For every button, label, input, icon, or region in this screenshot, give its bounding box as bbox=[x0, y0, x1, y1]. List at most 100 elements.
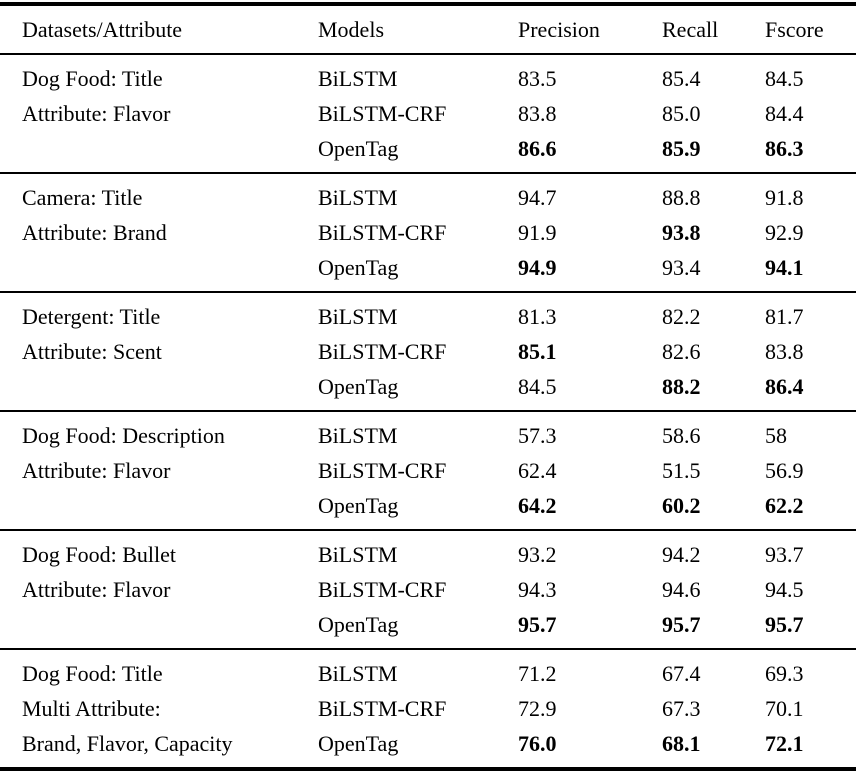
table-row: BiLSTM-CRF 91.9 93.8 92.9 bbox=[0, 215, 856, 250]
dataset-cell: Dog Food: Description Attribute: Flavor bbox=[0, 411, 318, 530]
model-cell: BiLSTM bbox=[318, 185, 398, 210]
table-row: OpenTag 76.0 68.1 72.1 bbox=[0, 726, 856, 769]
metric-cell: 58 bbox=[765, 423, 787, 448]
metric-cell: 81.3 bbox=[518, 304, 557, 329]
metric-cell: 85.4 bbox=[662, 66, 701, 91]
dataset-line: Attribute: Scent bbox=[22, 339, 162, 364]
metric-cell: 91.8 bbox=[765, 185, 804, 210]
dataset-cell: Dog Food: Title Multi Attribute: Brand, … bbox=[0, 649, 318, 769]
dataset-line bbox=[22, 607, 318, 642]
dataset-line bbox=[22, 488, 318, 523]
header-row: Datasets/Attribute Models Precision Reca… bbox=[0, 4, 856, 55]
metric-cell: 62.4 bbox=[518, 458, 557, 483]
model-cell: BiLSTM-CRF bbox=[318, 101, 447, 126]
metric-cell: 64.2 bbox=[518, 493, 557, 518]
model-cell: BiLSTM-CRF bbox=[318, 220, 447, 245]
metric-cell: 57.3 bbox=[518, 423, 557, 448]
metric-cell: 93.8 bbox=[662, 220, 701, 245]
model-cell: BiLSTM bbox=[318, 423, 398, 448]
model-cell: BiLSTM-CRF bbox=[318, 577, 447, 602]
metric-cell: 82.2 bbox=[662, 304, 701, 329]
table-row: OpenTag 84.5 88.2 86.4 bbox=[0, 369, 856, 411]
table-row: Detergent: Title Attribute: Scent BiLSTM… bbox=[0, 292, 856, 364]
table-row: BiLSTM-CRF 62.4 51.5 56.9 bbox=[0, 453, 856, 488]
section-dogfood-title-flavor: Dog Food: Title Attribute: Flavor BiLSTM… bbox=[0, 54, 856, 173]
metric-cell: 70.1 bbox=[765, 696, 804, 721]
metric-cell: 93.4 bbox=[662, 255, 701, 280]
table-row: Dog Food: Bullet Attribute: Flavor BiLST… bbox=[0, 530, 856, 602]
model-cell: BiLSTM-CRF bbox=[318, 458, 447, 483]
model-cell: BiLSTM-CRF bbox=[318, 339, 447, 364]
table-row: OpenTag 64.2 60.2 62.2 bbox=[0, 488, 856, 530]
metric-cell: 94.6 bbox=[662, 577, 701, 602]
metric-cell: 84.5 bbox=[765, 66, 804, 91]
metric-cell: 94.2 bbox=[662, 542, 701, 567]
metric-cell: 69.3 bbox=[765, 661, 804, 686]
metric-cell: 81.7 bbox=[765, 304, 804, 329]
metric-cell: 76.0 bbox=[518, 731, 557, 756]
model-cell: BiLSTM bbox=[318, 661, 398, 686]
dataset-line: Camera: Title bbox=[22, 185, 143, 210]
metric-cell: 93.2 bbox=[518, 542, 557, 567]
table-header: Datasets/Attribute Models Precision Reca… bbox=[0, 4, 856, 55]
dataset-line bbox=[22, 131, 318, 166]
metric-cell: 68.1 bbox=[662, 731, 701, 756]
col-header-recall: Recall bbox=[662, 4, 765, 55]
dataset-line: Brand, Flavor, Capacity bbox=[22, 731, 233, 756]
metric-cell: 58.6 bbox=[662, 423, 701, 448]
dataset-line: Dog Food: Bullet bbox=[22, 542, 177, 567]
metric-cell: 83.8 bbox=[765, 339, 804, 364]
metric-cell: 83.5 bbox=[518, 66, 557, 91]
metric-cell: 67.4 bbox=[662, 661, 701, 686]
model-cell: OpenTag bbox=[318, 493, 399, 518]
model-cell: BiLSTM bbox=[318, 66, 398, 91]
table-row: Dog Food: Description Attribute: Flavor … bbox=[0, 411, 856, 483]
model-cell: OpenTag bbox=[318, 612, 399, 637]
dataset-cell: Camera: Title Attribute: Brand bbox=[0, 173, 318, 292]
table-row: BiLSTM-CRF 85.1 82.6 83.8 bbox=[0, 334, 856, 369]
metric-cell: 88.8 bbox=[662, 185, 701, 210]
metric-cell: 94.1 bbox=[765, 255, 804, 280]
metric-cell: 94.3 bbox=[518, 577, 557, 602]
dataset-line: Dog Food: Title bbox=[22, 661, 163, 686]
dataset-line: Attribute: Flavor bbox=[22, 101, 171, 126]
table-row: BiLSTM-CRF 94.3 94.6 94.5 bbox=[0, 572, 856, 607]
table-row: OpenTag 86.6 85.9 86.3 bbox=[0, 131, 856, 173]
metric-cell: 60.2 bbox=[662, 493, 701, 518]
dataset-cell: Dog Food: Title Attribute: Flavor bbox=[0, 54, 318, 173]
metric-cell: 92.9 bbox=[765, 220, 804, 245]
section-detergent-scent: Detergent: Title Attribute: Scent BiLSTM… bbox=[0, 292, 856, 411]
metric-cell: 82.6 bbox=[662, 339, 701, 364]
dataset-line: Multi Attribute: bbox=[22, 696, 161, 721]
table-row: BiLSTM-CRF 83.8 85.0 84.4 bbox=[0, 96, 856, 131]
metric-cell: 85.9 bbox=[662, 136, 701, 161]
model-cell: BiLSTM bbox=[318, 304, 398, 329]
metric-cell: 95.7 bbox=[662, 612, 701, 637]
metric-cell: 71.2 bbox=[518, 661, 557, 686]
metric-cell: 91.9 bbox=[518, 220, 557, 245]
metric-cell: 67.3 bbox=[662, 696, 701, 721]
table-row: BiLSTM-CRF 72.9 67.3 70.1 bbox=[0, 691, 856, 726]
dataset-cell: Detergent: Title Attribute: Scent bbox=[0, 292, 318, 411]
metric-cell: 86.4 bbox=[765, 374, 804, 399]
dataset-line bbox=[22, 250, 318, 285]
col-header-models: Models bbox=[318, 4, 518, 55]
model-cell: BiLSTM-CRF bbox=[318, 696, 447, 721]
metric-cell: 93.7 bbox=[765, 542, 804, 567]
dataset-line: Attribute: Flavor bbox=[22, 577, 171, 602]
table-row: OpenTag 94.9 93.4 94.1 bbox=[0, 250, 856, 292]
model-cell: OpenTag bbox=[318, 731, 399, 756]
metric-cell: 95.7 bbox=[518, 612, 557, 637]
model-cell: OpenTag bbox=[318, 255, 399, 280]
model-cell: BiLSTM bbox=[318, 542, 398, 567]
dataset-line: Attribute: Flavor bbox=[22, 458, 171, 483]
metric-cell: 84.4 bbox=[765, 101, 804, 126]
metric-cell: 56.9 bbox=[765, 458, 804, 483]
metric-cell: 84.5 bbox=[518, 374, 557, 399]
table-row: Dog Food: Title Attribute: Flavor BiLSTM… bbox=[0, 54, 856, 126]
metric-cell: 85.1 bbox=[518, 339, 557, 364]
col-header-fscore: Fscore bbox=[765, 4, 856, 55]
metric-cell: 94.5 bbox=[765, 577, 804, 602]
dataset-line: Dog Food: Description bbox=[22, 423, 225, 448]
